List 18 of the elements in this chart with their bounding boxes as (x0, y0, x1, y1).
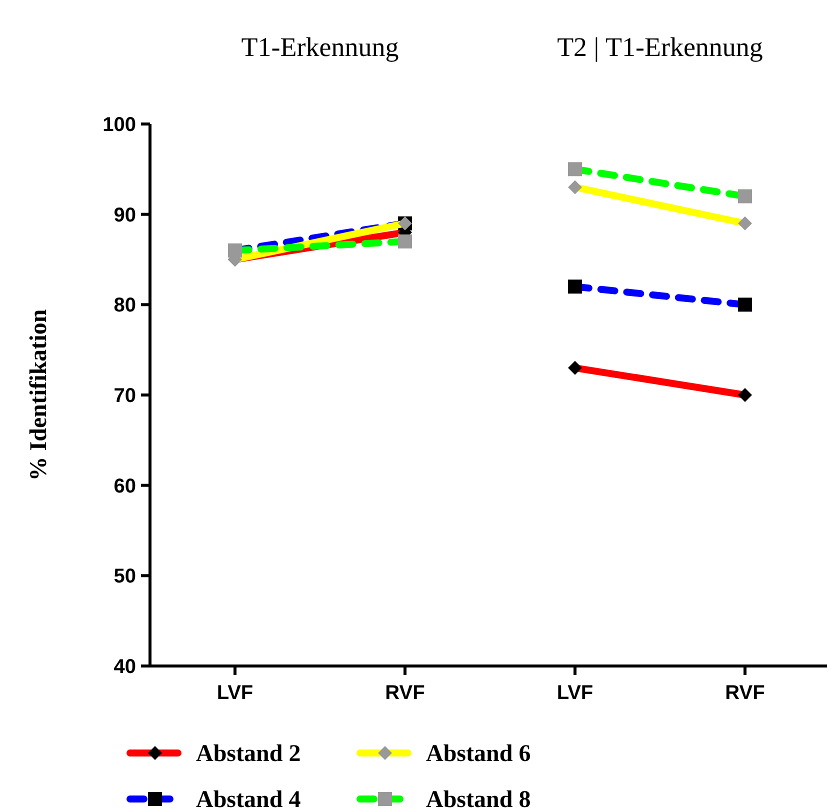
legend-label: Abstand 8 (426, 787, 531, 809)
x-tick-label: RVF (385, 682, 425, 704)
y-tick-label: 70 (114, 385, 136, 407)
y-tick-label: 80 (114, 294, 136, 317)
x-tick-label: LVF (556, 682, 594, 704)
legend-label: Abstand 4 (196, 787, 301, 809)
y-tick-label: 40 (114, 656, 136, 678)
y-tick-label: 90 (114, 204, 136, 226)
chart-title: T2 | T1-Erkennung (557, 32, 763, 62)
x-tick-label: RVF (725, 682, 765, 704)
legend-label: Abstand 2 (196, 741, 301, 767)
y-tick-label: 100 (102, 114, 136, 136)
y-axis-title: % Identifikation (26, 309, 52, 481)
y-tick-label: 60 (114, 475, 136, 498)
legend-label: Abstand 6 (426, 741, 531, 767)
chart-title: T1-Erkennung (241, 32, 399, 62)
y-tick-label: 50 (114, 566, 136, 588)
x-tick-label: LVF (216, 682, 254, 704)
